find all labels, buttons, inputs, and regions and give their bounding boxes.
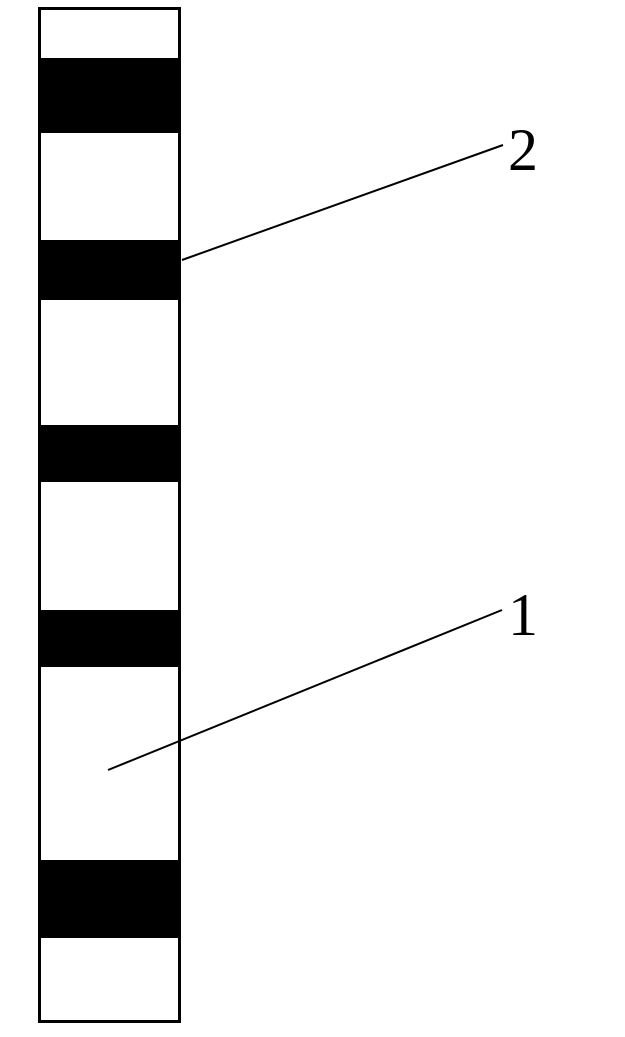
dark-band [41,58,178,133]
diagram-stage: 21 [0,0,625,1037]
dark-band [41,425,178,482]
striped-column [38,7,181,1023]
dark-band [41,860,178,938]
dark-band [41,610,178,667]
callout-label-1: 1 [508,585,538,645]
dark-band [41,240,178,300]
callout-label-2: 2 [508,120,538,180]
